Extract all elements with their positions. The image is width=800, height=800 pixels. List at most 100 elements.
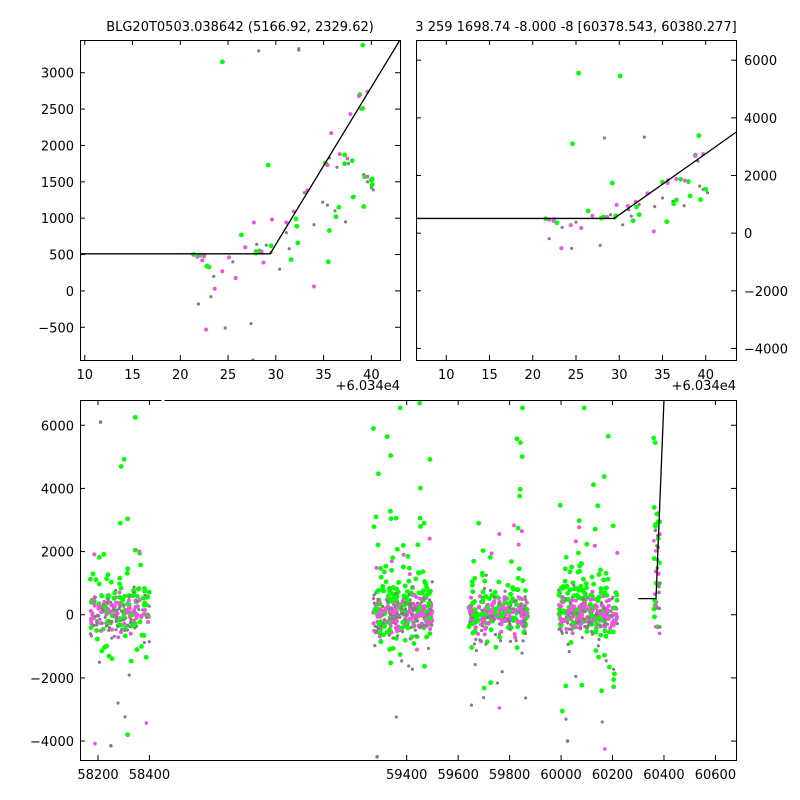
data-point [120,627,124,632]
outlier-point [497,706,502,710]
data-point [427,457,433,462]
data-point [523,588,528,593]
data-point [625,204,630,209]
data-point [388,612,392,616]
data-point [609,609,613,613]
data-point [92,603,97,608]
data-point [604,621,608,625]
data-point [102,604,108,610]
data-point [590,608,595,613]
data-point [349,158,355,164]
data-point [414,634,418,638]
data-point [209,295,213,299]
data-point [302,191,307,195]
data-point [486,621,491,626]
y-tick-label: 4000 [744,112,777,127]
data-point [492,589,498,595]
data-point [554,220,560,226]
data-point [416,590,422,596]
x-tick-label: 58200 [77,768,118,783]
data-point [508,605,512,609]
data-point [521,639,525,643]
data-point [499,622,504,627]
data-point [547,237,551,241]
data-point [420,569,426,575]
data-point [129,622,135,628]
y-tick-label: 0 [66,609,74,624]
data-point [117,575,123,581]
data-point [596,572,602,577]
data-point [590,213,595,218]
data-point [493,644,499,650]
data-point [381,588,386,594]
data-point [567,569,573,575]
data-point [407,664,411,668]
x-tick-label: 40 [363,368,380,383]
data-point [372,593,376,597]
data-point [513,635,518,640]
data-point [573,598,578,603]
data-point [571,605,576,610]
data-point [500,670,504,674]
data-point [89,618,94,623]
data-point [565,621,570,625]
data-point [96,606,101,611]
data-point [605,433,611,439]
data-point [206,264,212,270]
data-point [520,578,526,583]
outlier-point [125,732,130,738]
data-point [251,358,255,360]
data-point [578,583,584,589]
data-point [519,454,525,460]
data-point [425,620,430,624]
top-right-plot-area [416,70,736,251]
data-point [342,152,347,158]
data-point [95,623,99,627]
x-tick-label: 35 [654,368,671,383]
data-point [415,542,421,548]
data-point [389,559,394,564]
data-point [516,566,522,572]
data-point [514,602,519,608]
data-point [395,605,400,610]
data-point [519,622,524,627]
event-point [657,590,661,595]
data-point [599,601,603,605]
data-point [514,639,518,643]
data-point [410,667,414,671]
event-point [653,528,658,533]
data-point [686,179,691,184]
data-point [375,542,381,548]
data-point [651,229,656,234]
data-point [381,632,386,638]
data-point [413,576,419,582]
top-left-ticks: 10 15 20 25 30 35 40 −500 0 500 1000 1500 2000 2500 30… [38,40,400,383]
event-point [657,584,661,589]
data-point [603,618,607,622]
data-point [369,176,375,182]
data-point [106,598,110,602]
data-point [469,582,475,588]
data-point [597,594,602,600]
data-point [590,632,594,636]
data-point [105,600,110,604]
data-point [373,610,379,615]
data-point [297,48,301,52]
data-point [278,267,282,271]
y-tick-label: −4000 [30,735,74,750]
data-point [142,588,148,594]
data-point [517,610,521,614]
data-point [601,577,606,583]
data-point [570,598,575,603]
data-point [557,612,562,618]
data-point [422,604,427,609]
data-point [404,613,408,617]
data-point [614,617,619,622]
data-point [585,607,590,612]
data-point [422,596,426,600]
data-point [125,516,130,522]
data-point [116,624,120,628]
data-point [482,586,487,591]
data-point [396,634,400,638]
data-point [615,550,620,555]
